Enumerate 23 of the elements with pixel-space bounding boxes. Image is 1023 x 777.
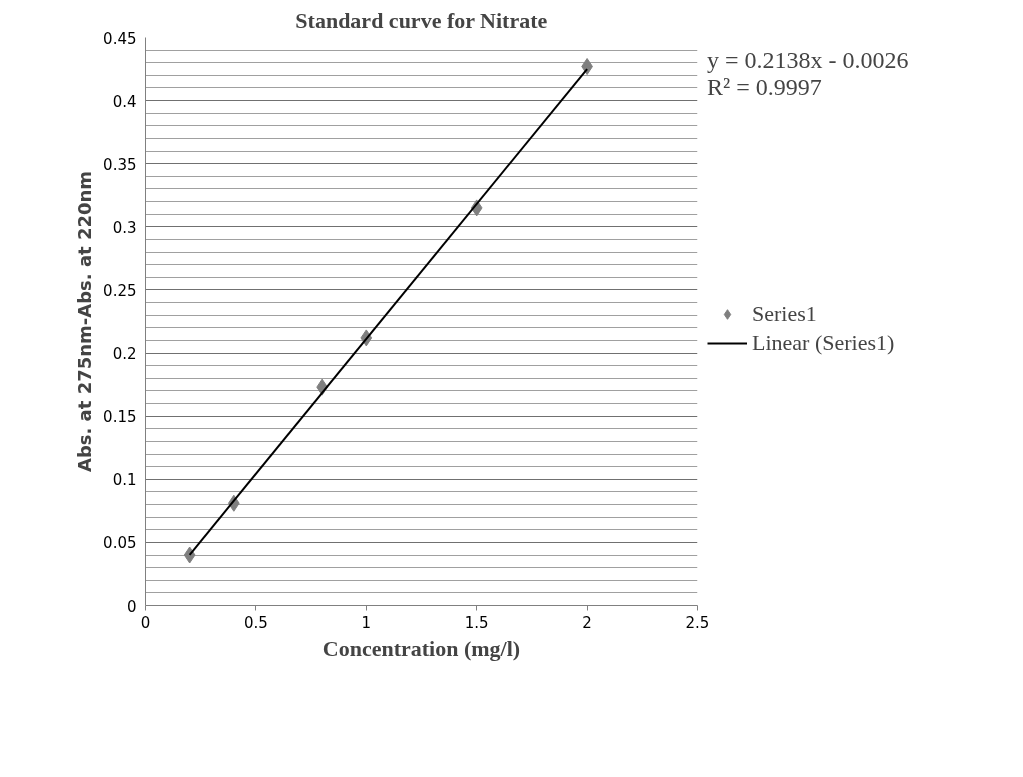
legend-label: Series1 bbox=[752, 301, 817, 327]
y-tick-label: 0.25 bbox=[103, 281, 137, 300]
y-tick-label: 0.35 bbox=[103, 155, 137, 174]
text: y = 0.2138x - 0.0026 bbox=[707, 47, 909, 73]
y-tick-label: 0 bbox=[126, 597, 137, 616]
y-axis-title: Abs. at 275nm-Abs. at 220nm bbox=[74, 170, 96, 473]
y-tick-label: 0.1 bbox=[112, 471, 137, 490]
y-tick-label: 0.45 bbox=[103, 29, 137, 48]
x-tick-label: 0.5 bbox=[243, 613, 268, 632]
x-tick-label: 0 bbox=[140, 613, 151, 632]
chart-title: Standard curve for Nitrate bbox=[295, 7, 548, 33]
y-tick-label: 0.4 bbox=[112, 92, 137, 111]
y-tick-label: 0.3 bbox=[112, 218, 137, 237]
y-tick-label: 0.2 bbox=[112, 345, 137, 364]
legend-label: Linear (Series1) bbox=[752, 330, 895, 356]
y-tick-label: 0.05 bbox=[103, 534, 137, 553]
x-tick-label: 2 bbox=[582, 613, 592, 632]
x-axis-title: Concentration (mg/l) bbox=[322, 635, 521, 661]
y-tick-label: 0.15 bbox=[103, 408, 137, 427]
x-tick-label: 1 bbox=[361, 613, 372, 632]
x-tick-label: 2.5 bbox=[685, 613, 710, 632]
x-tick-label: 1.5 bbox=[464, 613, 489, 632]
text: R² = 0.9997 bbox=[707, 74, 822, 100]
